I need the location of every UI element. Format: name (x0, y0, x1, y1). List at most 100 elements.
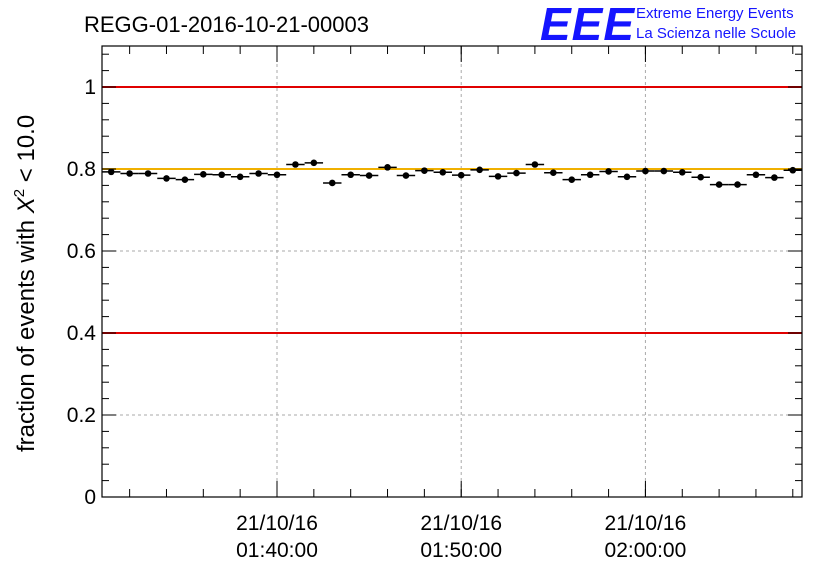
data-point (212, 171, 231, 179)
data-marker (642, 167, 649, 175)
data-point (230, 173, 250, 181)
data-point (636, 167, 655, 175)
data-marker (678, 168, 686, 176)
data-marker (236, 173, 244, 181)
data-point (323, 179, 342, 187)
data-point (267, 171, 287, 179)
data-marker (365, 172, 373, 179)
data-marker (789, 166, 797, 174)
plot-frame-border (101, 45, 803, 498)
x-tick-label-time: 01:40:00 (236, 539, 318, 562)
data-marker (310, 159, 318, 167)
data-marker (273, 171, 281, 179)
data-point (765, 174, 784, 181)
data-point (249, 170, 268, 177)
x-tick-label-time: 01:50:00 (420, 539, 502, 562)
data-point (175, 176, 195, 183)
data-point (728, 181, 747, 188)
chart-title: REGG-01-2016-10-21-00003 (84, 12, 369, 37)
data-marker (660, 167, 668, 175)
data-marker (623, 173, 631, 181)
eee-logo: EEE Extreme Energy Events La Scienza nel… (540, 0, 796, 50)
y-tick-label: 0 (84, 486, 96, 509)
data-point (433, 168, 452, 176)
data-marker (457, 171, 465, 179)
data-marker (328, 179, 336, 187)
data-point (194, 171, 213, 178)
y-axis-label: fraction of events with X2 < 10.0 (11, 115, 40, 452)
data-point (452, 171, 471, 179)
data-marker (715, 181, 723, 188)
data-point (359, 172, 379, 179)
data-marker (494, 173, 502, 180)
data-marker (292, 161, 299, 168)
data-point (138, 170, 158, 177)
data-point (709, 181, 729, 188)
reference-lines (102, 86, 802, 334)
data-point (304, 159, 324, 167)
data-marker (421, 167, 428, 174)
y-tick-label: 1 (84, 76, 96, 99)
data-point (691, 173, 710, 181)
data-point (396, 172, 416, 179)
data-marker (734, 181, 741, 188)
data-marker (200, 171, 207, 178)
data-marker (568, 176, 576, 183)
data-marker (771, 174, 778, 181)
x-axis-ticks: 21/10/16 01:40:00 21/10/16 01:50:00 21/10/16… (129, 46, 794, 562)
data-marker (163, 175, 170, 182)
y-tick-label: 0.4 (67, 322, 97, 345)
logo-line1: Extreme Energy Events (636, 5, 794, 22)
data-point (488, 173, 508, 180)
data-marker (384, 164, 391, 171)
data-marker (513, 169, 520, 177)
data-point (580, 171, 600, 179)
data-marker (586, 171, 594, 179)
data-marker (752, 171, 760, 179)
data-point (617, 173, 637, 181)
data-marker (531, 161, 539, 168)
data-marker (550, 169, 557, 176)
data-marker (107, 168, 115, 176)
data-marker (605, 168, 612, 175)
data-marker (181, 176, 189, 183)
data-marker (218, 171, 226, 179)
x-tick-label-date: 21/10/16 (236, 512, 318, 535)
data-point (102, 168, 121, 176)
data-point (157, 175, 176, 182)
data-point (341, 171, 360, 179)
data-point (415, 167, 434, 174)
y-tick-label: 0.6 (67, 240, 96, 263)
logo-line2: La Scienza nelle Scuole (636, 25, 796, 42)
y-tick-label: 0.8 (67, 158, 96, 181)
data-points (102, 159, 802, 188)
grid-lines (102, 46, 802, 497)
data-marker (402, 172, 410, 179)
x-tick-label-date: 21/10/16 (420, 512, 502, 535)
data-point (783, 166, 802, 174)
y-tick-label: 0.2 (67, 404, 96, 427)
data-marker (347, 171, 354, 179)
y-axis-ticks: 0 0.2 0.4 0.6 0.8 1 (67, 53, 802, 509)
data-point (470, 166, 489, 174)
data-point (654, 167, 674, 175)
data-marker (126, 170, 133, 177)
x-tick-label-date: 21/10/16 (605, 512, 687, 535)
logo-mark: EEE (540, 0, 635, 50)
data-marker (255, 170, 262, 177)
data-point (673, 168, 692, 176)
plot-frame (101, 45, 803, 498)
data-point (507, 169, 526, 177)
data-marker (144, 170, 152, 177)
data-point (562, 176, 581, 183)
data-point (746, 171, 766, 179)
data-marker (697, 173, 704, 181)
data-point (525, 161, 545, 168)
data-marker (439, 168, 447, 176)
x-tick-label-time: 02:00:00 (605, 539, 687, 562)
data-point (378, 164, 397, 171)
data-point (599, 168, 618, 175)
data-marker (476, 166, 483, 174)
data-point (120, 170, 139, 177)
